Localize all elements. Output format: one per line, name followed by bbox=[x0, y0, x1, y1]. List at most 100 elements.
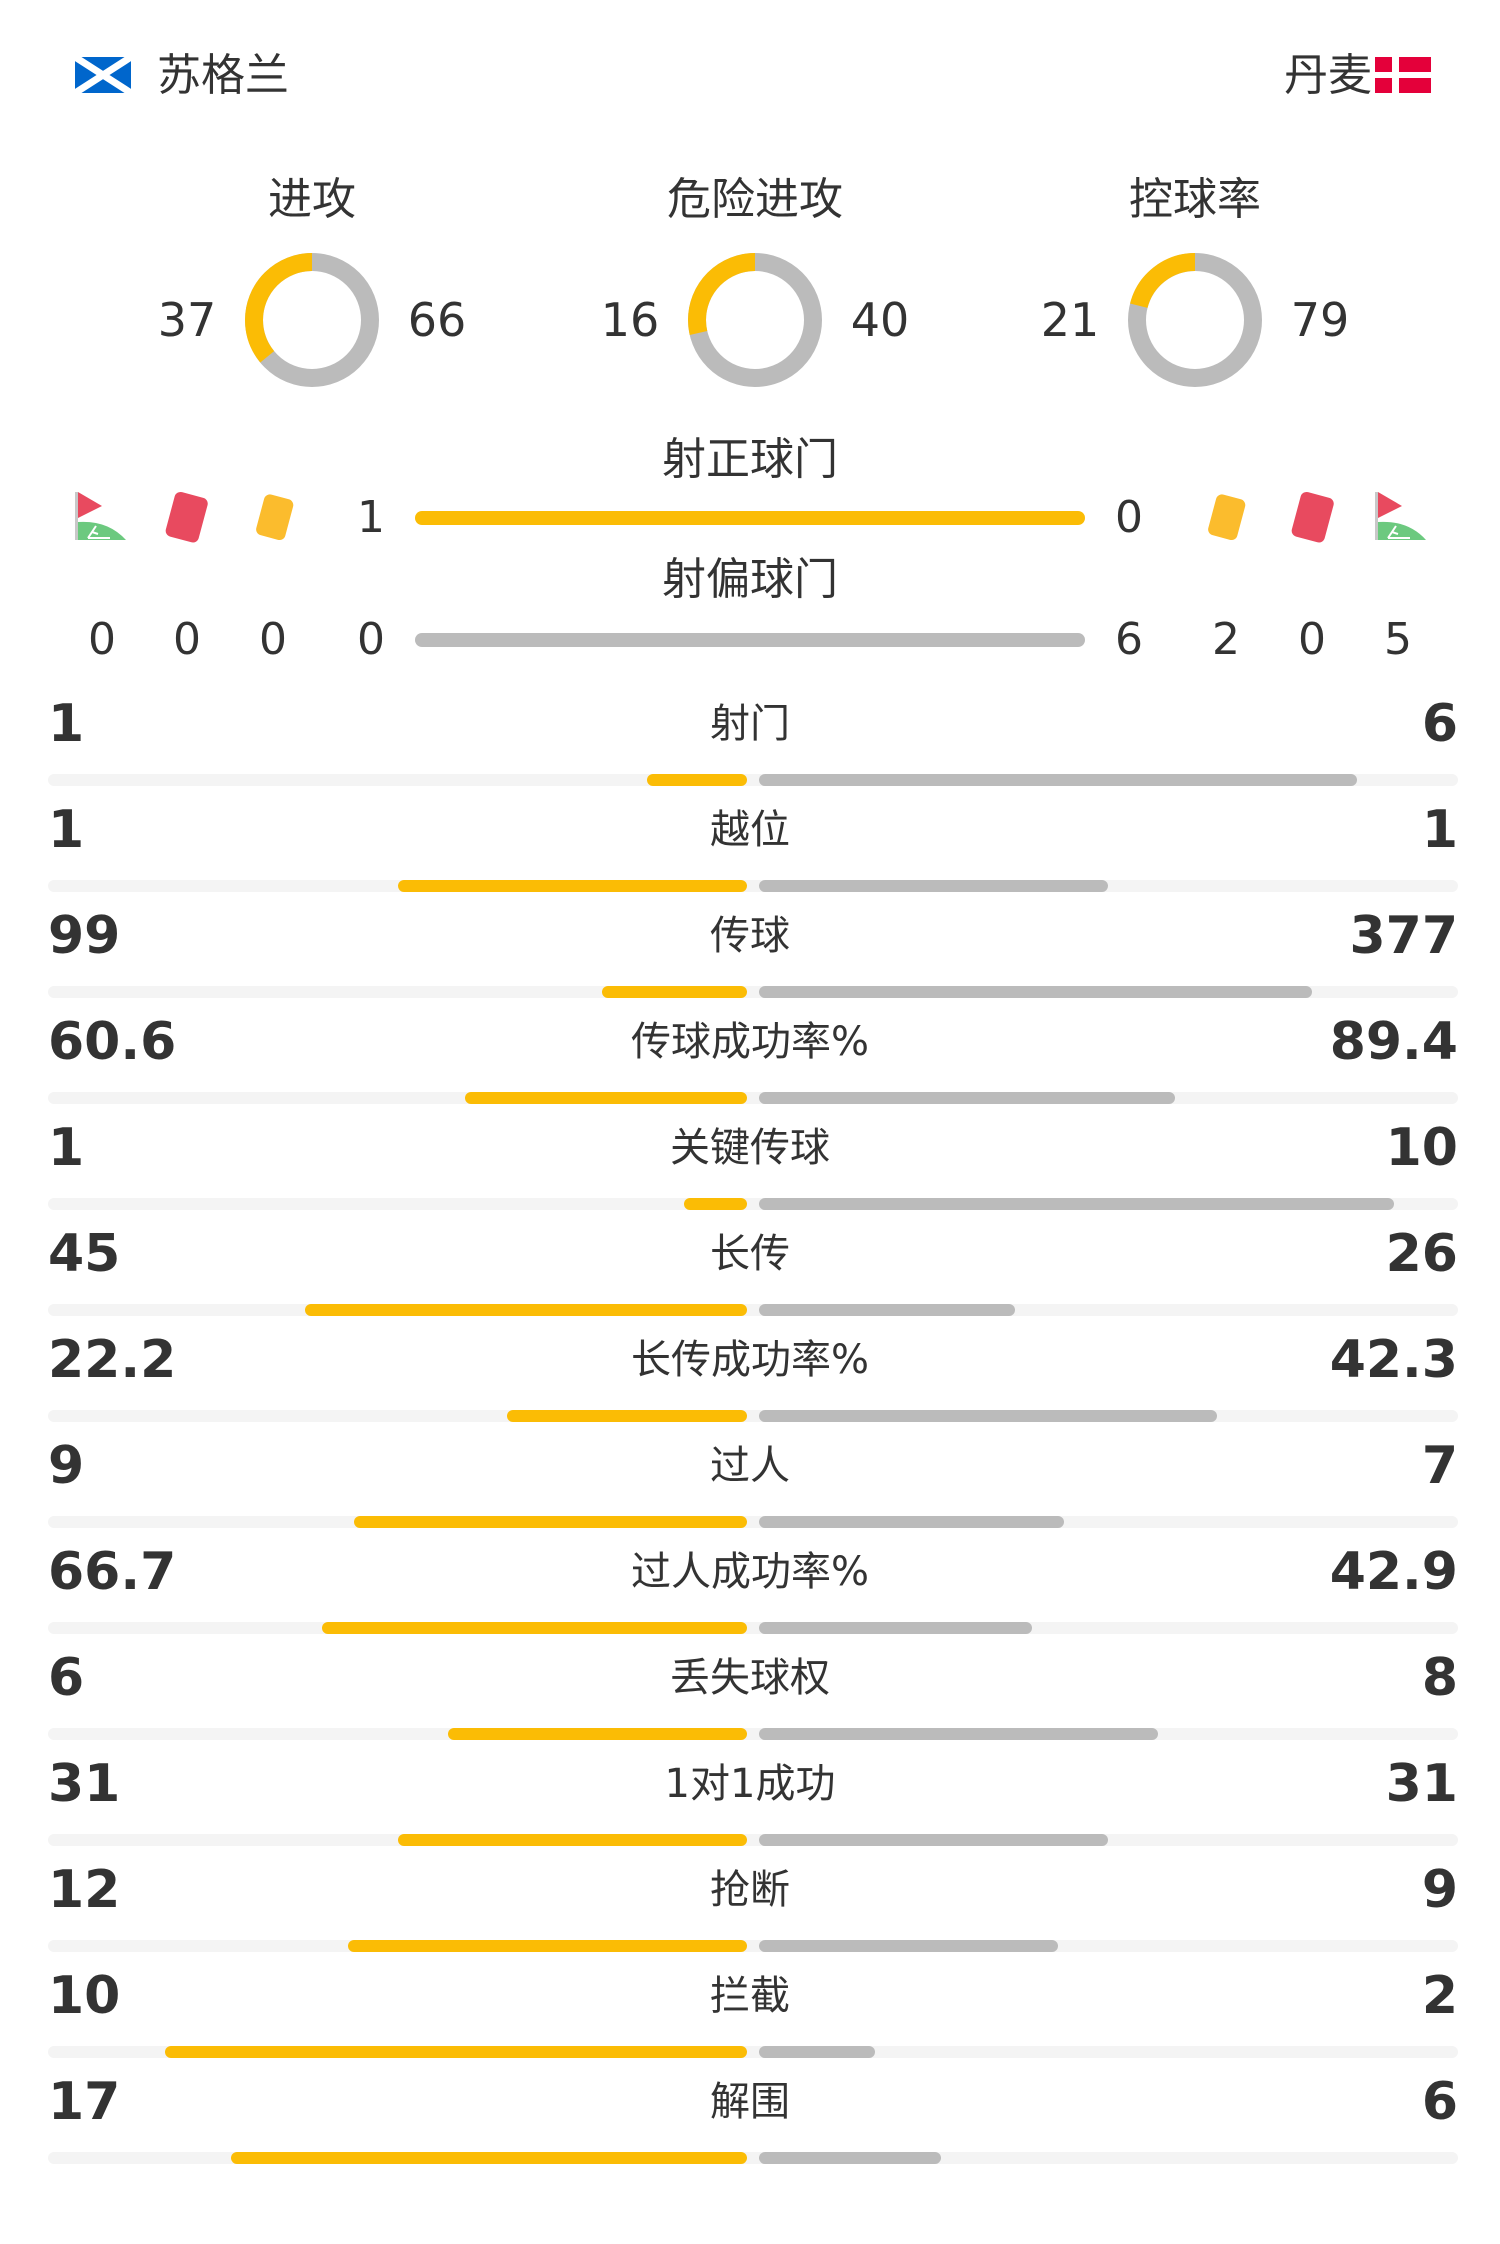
shots-on-target-bar bbox=[415, 511, 1085, 525]
stat-away-bar bbox=[759, 986, 1312, 998]
stat-away-value: 26 bbox=[1385, 1224, 1458, 1284]
stat-track bbox=[48, 1834, 1458, 1846]
donut-home-value: 21 bbox=[1040, 293, 1100, 347]
stat-label: 长传 bbox=[710, 1231, 790, 1277]
away-corners: 5 bbox=[1384, 614, 1412, 665]
stat-away-bar bbox=[759, 1834, 1108, 1846]
stat-row: 66.7 过人成功率% 42.9 bbox=[0, 1542, 1500, 1648]
stat-row: 1 关键传球 10 bbox=[0, 1118, 1500, 1224]
stat-home-value: 31 bbox=[48, 1754, 121, 1814]
stat-row: 60.6 传球成功率% 89.4 bbox=[0, 1012, 1500, 1118]
stat-track bbox=[48, 880, 1458, 892]
stat-row: 6 丢失球权 8 bbox=[0, 1648, 1500, 1754]
stat-away-value: 10 bbox=[1385, 1118, 1458, 1178]
home-shots-off-target: 0 bbox=[357, 614, 385, 665]
stat-home-value: 1 bbox=[48, 694, 85, 754]
stat-home-bar bbox=[398, 880, 747, 892]
stat-track bbox=[48, 1092, 1458, 1104]
shots-off-target-bar bbox=[415, 633, 1085, 647]
stat-home-value: 12 bbox=[48, 1860, 121, 1920]
stat-home-bar bbox=[506, 1410, 747, 1422]
stat-label: 1对1成功 bbox=[664, 1761, 836, 1807]
red-card-icon bbox=[1291, 491, 1334, 543]
stat-home-bar bbox=[354, 1516, 747, 1528]
stat-label: 过人成功率% bbox=[630, 1549, 869, 1595]
stat-away-bar bbox=[759, 1622, 1033, 1634]
stat-away-bar bbox=[759, 2152, 942, 2164]
stat-home-value: 1 bbox=[48, 800, 85, 860]
stat-home-bar bbox=[398, 1834, 747, 1846]
stat-away-value: 1 bbox=[1421, 800, 1458, 860]
donut-away-value: 40 bbox=[850, 293, 910, 347]
stat-home-bar bbox=[165, 2046, 747, 2058]
stat-home-value: 6 bbox=[48, 1648, 85, 1708]
stat-away-value: 42.3 bbox=[1329, 1330, 1458, 1390]
stat-home-bar bbox=[465, 1092, 747, 1104]
stat-home-bar bbox=[231, 2152, 747, 2164]
stat-row: 17 解围 6 bbox=[0, 2072, 1500, 2178]
stat-row: 1 射门 6 bbox=[0, 694, 1500, 800]
home-yellow-cards: 0 bbox=[259, 614, 287, 665]
stat-home-bar bbox=[348, 1940, 747, 1952]
stat-track bbox=[48, 1728, 1458, 1740]
stat-away-bar bbox=[759, 1728, 1158, 1740]
donut-home-segment bbox=[1128, 253, 1262, 387]
stat-label: 解围 bbox=[710, 2079, 790, 2125]
stat-away-bar bbox=[759, 774, 1358, 786]
stat-label: 长传成功率% bbox=[630, 1337, 869, 1383]
donut-home-value: 16 bbox=[600, 293, 660, 347]
donut-title: 进攻 bbox=[268, 174, 356, 225]
stat-home-value: 45 bbox=[48, 1224, 121, 1284]
donut-home-segment bbox=[688, 253, 822, 387]
donut-title: 危险进攻 bbox=[667, 174, 843, 225]
stat-away-bar bbox=[759, 1410, 1217, 1422]
stat-away-value: 6 bbox=[1421, 2072, 1458, 2132]
stat-away-value: 9 bbox=[1421, 1860, 1458, 1920]
donut-chart bbox=[1128, 253, 1262, 387]
stat-away-value: 31 bbox=[1385, 1754, 1458, 1814]
stat-label: 传球 bbox=[710, 913, 790, 959]
shots-on-target-label: 射正球门 bbox=[662, 434, 838, 485]
stat-home-value: 60.6 bbox=[48, 1012, 177, 1072]
stat-home-value: 9 bbox=[48, 1436, 85, 1496]
stat-away-bar bbox=[759, 1304, 1015, 1316]
corner-flag-icon bbox=[1375, 492, 1426, 540]
away-shots-on-target: 0 bbox=[1115, 492, 1143, 543]
stat-home-value: 1 bbox=[48, 1118, 85, 1178]
stat-row: 45 长传 26 bbox=[0, 1224, 1500, 1330]
stat-away-bar bbox=[759, 880, 1108, 892]
stat-away-value: 7 bbox=[1421, 1436, 1458, 1496]
red-card-icon bbox=[165, 491, 208, 543]
stat-track bbox=[48, 1940, 1458, 1952]
stat-track bbox=[48, 1304, 1458, 1316]
stat-track bbox=[48, 1622, 1458, 1634]
donut-chart bbox=[245, 253, 379, 387]
yellow-card-icon bbox=[1208, 494, 1246, 541]
stat-home-bar bbox=[447, 1728, 747, 1740]
stat-label: 抢断 bbox=[710, 1867, 790, 1913]
home-team-name: 苏格兰 bbox=[157, 50, 289, 101]
shots-off-target-label: 射偏球门 bbox=[662, 554, 838, 605]
denmark-flag-icon bbox=[1375, 57, 1431, 93]
stat-track bbox=[48, 1410, 1458, 1422]
stat-away-bar bbox=[759, 1516, 1065, 1528]
stat-home-bar bbox=[601, 986, 747, 998]
stat-home-value: 99 bbox=[48, 906, 121, 966]
stat-row: 12 抢断 9 bbox=[0, 1860, 1500, 1966]
stat-away-bar bbox=[759, 1940, 1059, 1952]
donut-away-value: 66 bbox=[407, 293, 467, 347]
donut-away-value: 79 bbox=[1290, 293, 1350, 347]
yellow-card-icon bbox=[256, 494, 294, 541]
stat-label: 射门 bbox=[710, 701, 790, 747]
stat-away-value: 6 bbox=[1421, 694, 1458, 754]
stat-home-bar bbox=[683, 1198, 747, 1210]
stat-home-value: 66.7 bbox=[48, 1542, 177, 1602]
home-corners: 0 bbox=[88, 614, 116, 665]
stat-away-bar bbox=[759, 2046, 876, 2058]
stat-row: 22.2 长传成功率% 42.3 bbox=[0, 1330, 1500, 1436]
stat-away-value: 8 bbox=[1421, 1648, 1458, 1708]
stat-label: 越位 bbox=[710, 807, 790, 853]
donut-home-value: 37 bbox=[157, 293, 217, 347]
home-shots-on-target: 1 bbox=[357, 492, 385, 543]
donut-chart bbox=[688, 253, 822, 387]
